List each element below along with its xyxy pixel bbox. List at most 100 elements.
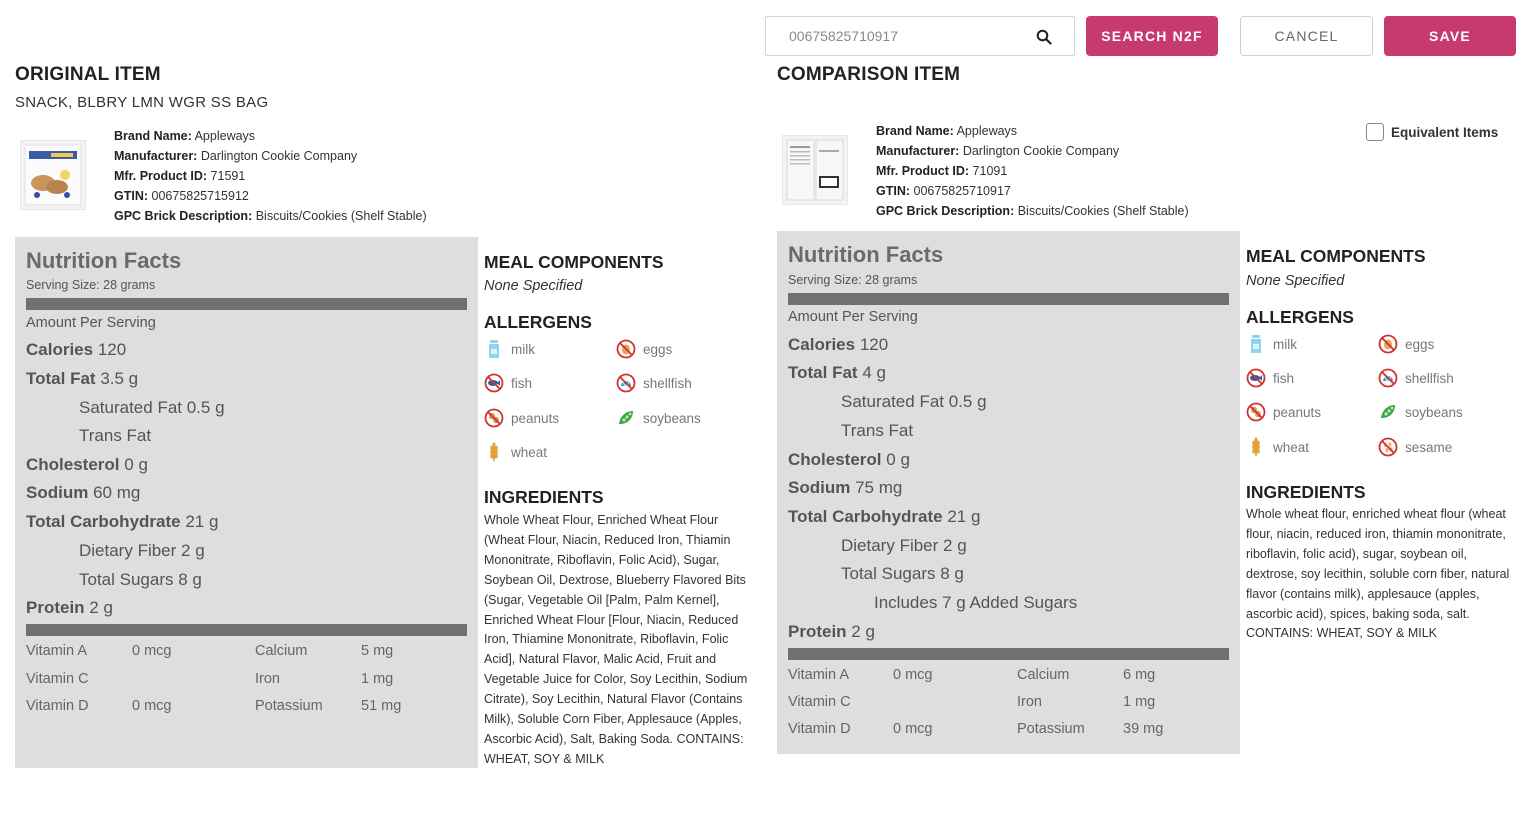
eggs-icon [1378,334,1398,354]
nutrition-divider [788,648,1229,660]
allergen-sesame: sesame [1378,437,1452,457]
iron-value: 1 mg [1123,694,1156,710]
total-fat-row: Total Fat 3.5 g [26,369,139,388]
cholesterol-row: Cholesterol 0 g [26,455,148,474]
total-carbohydrate-row: Total Carbohydrate 21 g [788,507,981,526]
meal-components-none: None Specified [1246,273,1345,289]
allergen-soybeans: soybeans [1378,402,1463,422]
soybeans-icon [619,411,633,424]
meta-manufacturer: Manufacturer: Darlington Cookie Company [876,144,1120,158]
meta-gpc: GPC Brick Description: Biscuits/Cookies … [114,209,427,223]
saturated-fat-row: Saturated Fat 0.5 g [79,398,225,417]
comparison-meta: Brand Name: Appleways Manufacturer: Darl… [876,121,1189,221]
vitamin-a-label: Vitamin A [26,643,87,659]
iron-label: Iron [1017,694,1042,710]
vitamin-d-label: Vitamin D [788,721,851,737]
ingredients-text: Whole Wheat Flour, Enriched Wheat Flour … [484,513,748,766]
dietary-fiber-row: Dietary Fiber 2 g [79,541,205,560]
equivalent-items-toggle[interactable]: Equivalent Items [1366,123,1498,141]
total-sugars-row: Total Sugars 8 g [841,564,964,583]
total-carbohydrate-row: Total Carbohydrate 21 g [26,512,219,531]
nutrition-divider [26,624,467,636]
allergen-fish: fish [1246,368,1294,388]
wheat-icon [490,442,498,461]
total-fat-row: Total Fat 4 g [788,363,886,382]
comparison-nutrition-facts: Nutrition Facts Serving Size: 28 grams A… [777,231,1240,754]
vitamin-a-value: 0 mcg [132,643,172,659]
cholesterol-row: Cholesterol 0 g [788,450,910,469]
iron-value: 1 mg [361,671,394,687]
eggs-icon [616,339,636,359]
search-n2f-button[interactable]: SEARCH N2F [1086,16,1218,56]
protein-row: Protein 2 g [26,598,113,617]
milk-icon [1251,335,1261,353]
nutrition-divider [788,293,1229,305]
amount-per-serving: Amount Per Serving [26,315,156,331]
serving-size: Serving Size: 28 grams [26,278,156,292]
original-item-heading: ORIGINAL ITEM [15,64,161,85]
sesame-icon [1378,437,1398,457]
amount-per-serving: Amount Per Serving [788,309,918,325]
ingredients-heading: INGREDIENTS [1246,482,1366,502]
comparison-product-image [782,135,848,205]
save-button[interactable]: SAVE [1384,16,1516,56]
vitamin-d-label: Vitamin D [26,698,89,714]
potassium-value: 39 mg [1123,721,1164,737]
allergen-wheat: wheat [1246,437,1309,457]
trans-fat-row: Trans Fat [841,421,914,440]
dietary-fiber-row: Dietary Fiber 2 g [841,536,967,555]
peanuts-icon [484,408,504,428]
potassium-label: Potassium [255,698,323,714]
allergen-eggs: eggs [616,339,672,359]
allergen-shellfish: shellfish [1378,368,1454,388]
allergens-heading: ALLERGENS [1246,307,1354,327]
calories-row: Calories 120 [788,335,889,354]
nutrition-facts-title: Nutrition Facts [788,242,944,267]
protein-row: Protein 2 g [788,622,875,641]
sodium-row: Sodium 75 mg [788,478,903,497]
allergen-peanuts: peanuts [484,408,559,428]
milk-icon [489,340,499,358]
allergen-eggs: eggs [1378,334,1434,354]
fish-icon [1246,368,1266,388]
allergens-heading: ALLERGENS [484,312,592,332]
saturated-fat-row: Saturated Fat 0.5 g [841,392,987,411]
sodium-row: Sodium 60 mg [26,483,141,502]
gtin-search-box [765,16,1075,56]
search-icon[interactable] [1036,29,1052,45]
original-product-image [20,140,86,210]
gtin-search-input[interactable] [767,18,1027,54]
meal-components-none: None Specified [484,278,583,294]
serving-size: Serving Size: 28 grams [788,273,918,287]
meta-manufacturer: Manufacturer: Darlington Cookie Company [114,149,358,163]
vitamin-a-value: 0 mcg [893,667,933,683]
meta-brand: Brand Name: Appleways [876,124,1018,138]
soybeans-icon [1381,405,1395,418]
meal-components-heading: MEAL COMPONENTS [1246,246,1426,266]
fish-icon [484,373,504,393]
meta-gtin: GTIN: 00675825715912 [114,189,249,203]
equivalent-items-checkbox[interactable] [1366,123,1384,141]
calories-row: Calories 120 [26,340,127,359]
allergen-soybeans: soybeans [616,408,701,428]
cancel-button[interactable]: CANCEL [1240,16,1373,56]
nutrition-facts-title: Nutrition Facts [26,248,182,273]
meta-product-id: Mfr. Product ID: 71591 [114,169,246,183]
vitamin-d-value: 0 mcg [893,721,933,737]
original-item-name: SNACK, BLBRY LMN WGR SS BAG [15,94,269,111]
potassium-value: 51 mg [361,698,402,714]
calcium-value: 5 mg [361,643,394,659]
allergen-peanuts: peanuts [1246,402,1321,422]
allergen-milk: milk [1246,334,1297,354]
meta-gpc: GPC Brick Description: Biscuits/Cookies … [876,204,1189,218]
ingredients-heading: INGREDIENTS [484,487,604,507]
comparison-item-heading: COMPARISON ITEM [777,64,961,85]
vitamin-c-label: Vitamin C [26,671,89,687]
meta-gtin: GTIN: 00675825710917 [876,184,1011,198]
nutrition-divider [26,298,467,310]
original-meta: Brand Name: Appleways Manufacturer: Darl… [114,126,427,226]
potassium-label: Potassium [1017,721,1085,737]
vitamin-c-label: Vitamin C [788,694,851,710]
calcium-label: Calcium [1017,667,1070,683]
meta-brand: Brand Name: Appleways [114,129,256,143]
